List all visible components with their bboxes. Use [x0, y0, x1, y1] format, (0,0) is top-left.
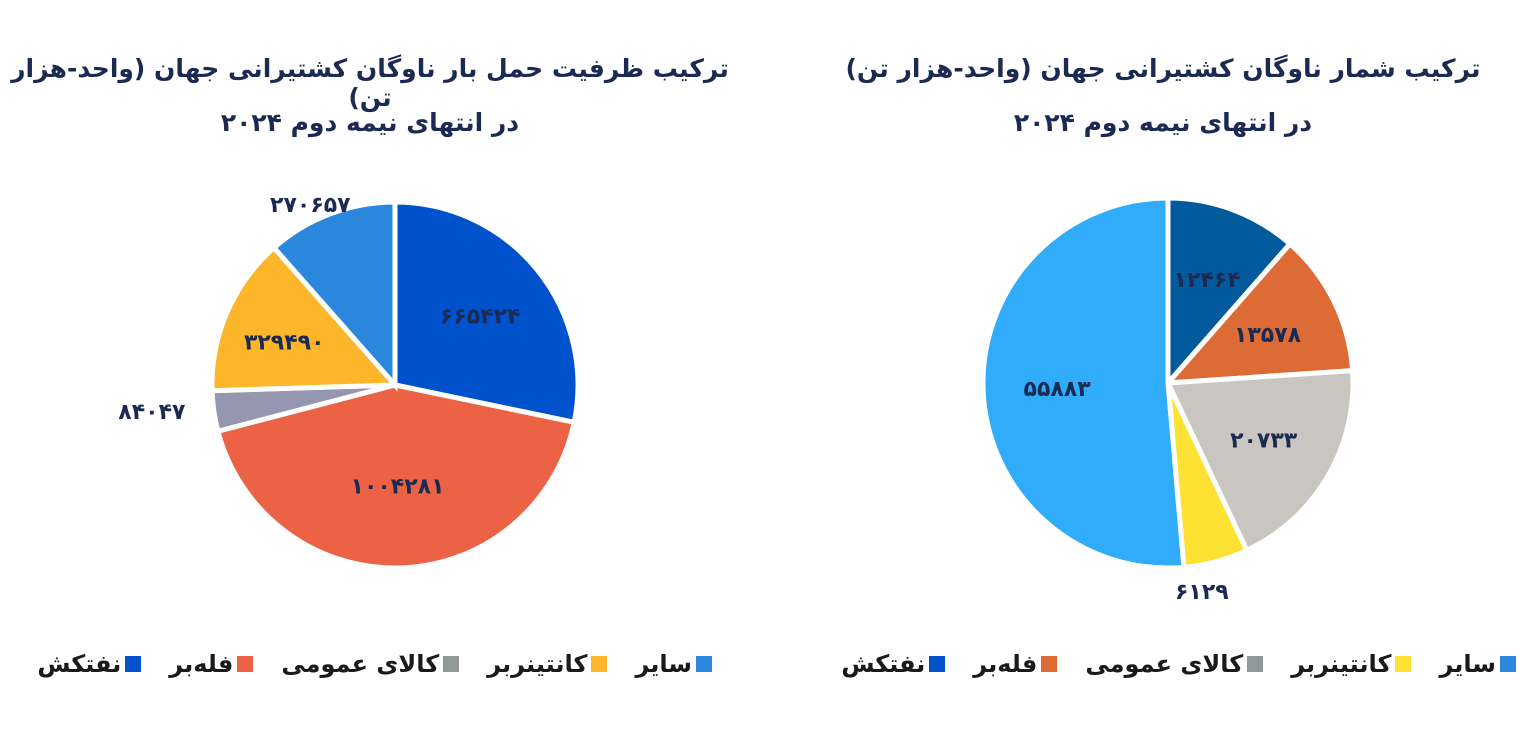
legend-item: فله‌بر [169, 650, 254, 678]
legend-item: کانتینربر [487, 650, 608, 678]
legend-label: نفتکش [841, 650, 926, 678]
pie-slice [1165, 195, 1294, 390]
right-chart-subtitle: در انتهای نیمه دوم ۲۰۲۴ [1013, 108, 1313, 137]
legend-swatch-icon [1500, 656, 1516, 672]
legend-label: کانتینربر [487, 650, 588, 678]
legend-label: نفتکش [37, 650, 122, 678]
legend-swatch-icon [237, 656, 254, 672]
legend-label: کانتینربر [1291, 650, 1392, 678]
pie-value-label: ۶۱۲۹ [1175, 580, 1229, 605]
pie-value-label: ۲۰۷۳۳ [1230, 428, 1298, 453]
pie-slice [270, 199, 398, 392]
pie-slice [980, 195, 1187, 571]
legend-swatch-icon [443, 656, 460, 672]
legend-swatch-icon [1247, 656, 1264, 672]
legend-item: سایر [635, 650, 712, 678]
legend-item: فله‌بر [973, 650, 1058, 678]
legend-item: نفتکش [37, 650, 142, 678]
pie-value-label: ۱۲۴۶۴ [1174, 268, 1241, 293]
legend-swatch-icon [591, 656, 608, 672]
legend-swatch-icon [1041, 656, 1058, 672]
pie-slice [214, 382, 578, 571]
right-chart-legend: سایر کانتینربر کالای عمومی فله‌بر نفتکش [813, 650, 1516, 678]
legend-swatch-icon [125, 656, 142, 672]
pie-value-label: ۵۵۸۸۳ [1024, 377, 1092, 402]
pie-slice [1162, 240, 1356, 386]
legend-label: فله‌بر [973, 650, 1038, 678]
right-chart-title: ترکیب شمار ناوگان کشتیرانی جهان (واحد-هز… [845, 54, 1481, 83]
left-chart-subtitle: در انتهای نیمه دوم ۲۰۲۴ [220, 108, 520, 137]
right-pie-chart: ۱۲۴۶۴ ۱۳۵۷۸ ۲۰۷۳۳ ۶۱۲۹ ۵۵۸۸۳ [980, 195, 1356, 605]
pie-value-label: ۱۰۰۴۲۸۱ [351, 475, 445, 500]
legend-item: کالای عمومی [1085, 650, 1264, 678]
pie-value-label: ۱۳۵۷۸ [1234, 323, 1302, 348]
legend-swatch-icon [696, 656, 712, 672]
pie-value-label: ۳۲۹۴۹۰ [244, 330, 325, 355]
legend-item: سایر [1439, 650, 1516, 678]
legend-label: سایر [1439, 650, 1496, 678]
legend-label: کالای عمومی [281, 650, 440, 678]
legend-label: سایر [635, 650, 692, 678]
legend-swatch-icon [1395, 656, 1412, 672]
legend-item: کانتینربر [1291, 650, 1412, 678]
pie-value-label: ۶۶۵۴۲۴ [440, 305, 521, 330]
pie-value-label: ۸۴۰۴۷ [118, 400, 186, 425]
right-chart-panel: ترکیب شمار ناوگان کشتیرانی جهان (واحد-هز… [790, 0, 1536, 744]
pie-slice [392, 199, 581, 426]
legend-swatch-icon [929, 656, 946, 672]
left-chart-panel: ترکیب ظرفیت حمل بار ناوگان کشتیرانی جهان… [0, 0, 740, 744]
left-chart-title: ترکیب ظرفیت حمل بار ناوگان کشتیرانی جهان… [11, 54, 729, 112]
left-pie-chart: ۶۶۵۴۲۴ ۱۰۰۴۲۸۱ ۸۴۰۴۷ ۳۲۹۴۹۰ ۲۷۰۶۵۷ [118, 193, 581, 571]
legend-label: کالای عمومی [1085, 650, 1244, 678]
left-chart-legend: سایر کانتینربر کالای عمومی فله‌بر نفتکش [9, 650, 712, 678]
pie-value-label: ۲۷۰۶۵۷ [270, 193, 351, 218]
pie-slice [209, 244, 401, 394]
legend-item: کالای عمومی [281, 650, 460, 678]
legend-item: نفتکش [841, 650, 946, 678]
pie-slice [1164, 368, 1356, 554]
legend-label: فله‌بر [169, 650, 234, 678]
